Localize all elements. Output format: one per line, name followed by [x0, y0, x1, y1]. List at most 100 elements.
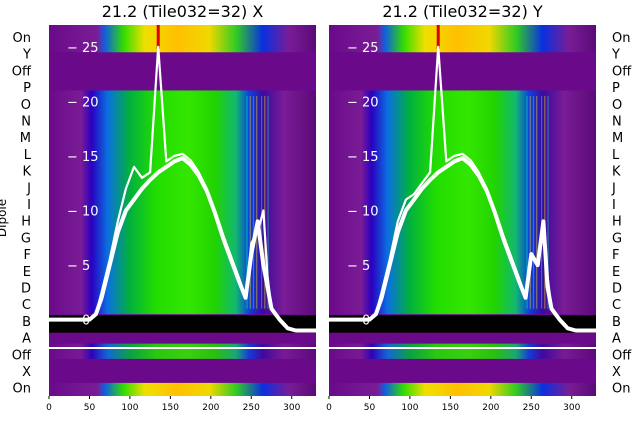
heatmap-streak	[252, 95, 255, 309]
heatmap-streak	[529, 95, 531, 309]
heatmap-streak	[264, 95, 266, 309]
dipole-label: G	[21, 231, 31, 246]
y-tick-label: − 25	[67, 41, 99, 56]
dipole-label: On	[13, 382, 31, 397]
x-tick-label: 0	[46, 403, 52, 413]
dipole-label: X	[22, 365, 31, 380]
dipole-label: Off	[12, 348, 32, 363]
heatmap-red-marker	[156, 25, 160, 50]
dipole-label: A	[612, 332, 621, 347]
dipole-label: G	[612, 231, 622, 246]
heatmap-streak	[260, 95, 263, 309]
figure-ylabel: Dipole	[0, 199, 9, 237]
dipole-label: D	[612, 282, 622, 297]
dipole-label: L	[24, 148, 32, 163]
heatmap-band-bottom	[49, 382, 316, 396]
dipole-label: On	[612, 382, 630, 397]
heatmap-band-lower	[49, 343, 316, 359]
y-tick-label: − 5	[347, 259, 370, 274]
x-tick-label: 50	[364, 403, 376, 413]
dipole-label: A	[22, 332, 31, 347]
dipole-label: M	[612, 131, 623, 146]
x-tick-label: 300	[563, 403, 580, 413]
chart-title: 21.2 (Tile032=32) Y	[382, 2, 543, 21]
dipole-label: P	[612, 81, 620, 96]
y-tick-label: − 0	[67, 314, 90, 329]
x-tick-label: 100	[121, 403, 138, 413]
heatmap-streak	[544, 95, 546, 309]
heatmap-streak	[526, 95, 528, 309]
x-tick-label: 300	[283, 403, 300, 413]
x-tick-label: 150	[162, 403, 179, 413]
dipole-label: Y	[22, 48, 31, 63]
heatmap-band-main	[49, 90, 316, 315]
dipole-label: B	[612, 315, 621, 330]
heatmap-flagged-row	[49, 315, 316, 333]
heatmap-band-top	[49, 25, 316, 53]
y-tick-label: − 10	[347, 205, 379, 220]
dipole-label: H	[612, 215, 622, 230]
dipole-label: Y	[611, 48, 620, 63]
dipole-label: Off	[612, 348, 632, 363]
dipole-label: K	[612, 165, 621, 180]
x-tick-label: 250	[243, 403, 260, 413]
dipole-label: L	[612, 148, 620, 163]
heatmap-streak	[536, 95, 538, 309]
y-tick-label: − 15	[67, 150, 99, 165]
y-tick-label: − 20	[67, 95, 99, 110]
dipole-label: On	[612, 31, 630, 46]
dipole-label: E	[23, 265, 31, 280]
dipole-label: H	[21, 215, 31, 230]
heatmap-streak	[267, 95, 269, 309]
x-tick-label: 50	[84, 403, 96, 413]
dipole-label: I	[27, 198, 31, 213]
x-tick-label: 150	[442, 403, 459, 413]
heatmap-streak	[249, 95, 251, 309]
series-line	[49, 45, 316, 332]
y-tick-label: − 5	[67, 259, 90, 274]
dipole-label: J	[611, 181, 616, 196]
x-tick-label: 250	[523, 403, 540, 413]
heatmap-streak	[547, 95, 549, 309]
dipole-label: C	[22, 298, 31, 313]
heatmap-streak	[540, 95, 543, 309]
dipole-label: I	[612, 198, 616, 213]
dipole-label: Off	[612, 64, 632, 79]
x-tick-label: 0	[326, 403, 332, 413]
chart-panel-y: − 0 − 5 − 10 − 15 − 20 − 25 0 50 100 150 200 250 300…	[326, 2, 596, 413]
heatmap-red-marker	[436, 25, 440, 50]
chart-title: 21.2 (Tile032=32) X	[102, 2, 264, 21]
dipole-label: C	[612, 298, 621, 313]
heatmap-streak	[256, 95, 258, 309]
x-tick-label: 200	[202, 403, 219, 413]
dipole-label: O	[21, 98, 31, 113]
y-tick-label: − 15	[347, 150, 379, 165]
dipole-label: B	[22, 315, 31, 330]
y-tick-label: − 10	[67, 205, 99, 220]
y-tick-label: − 20	[347, 95, 379, 110]
x-tick-label: 100	[401, 403, 418, 413]
dipole-label: J	[26, 181, 31, 196]
x-tick-label: 200	[482, 403, 499, 413]
dipole-label: N	[612, 115, 622, 130]
dipole-label: N	[21, 115, 31, 130]
heatmap-band-lower	[329, 343, 596, 359]
dipole-label: On	[13, 31, 31, 46]
dipole-label: M	[20, 131, 31, 146]
dipole-label: K	[22, 165, 31, 180]
heatmap-band-bottom	[329, 382, 596, 396]
dipole-label: P	[23, 81, 31, 96]
heatmap-band-top	[329, 25, 596, 53]
dipole-label: Off	[12, 64, 32, 79]
dipole-label: F	[24, 248, 31, 263]
heatmap-streak	[532, 95, 535, 309]
dipole-label: O	[612, 98, 622, 113]
heatmap-streak	[246, 95, 248, 309]
series-line	[329, 45, 596, 332]
dipole-label: D	[21, 282, 31, 297]
dipole-label: F	[612, 248, 619, 263]
dipole-label: X	[612, 365, 621, 380]
y-tick-label: − 25	[347, 41, 379, 56]
